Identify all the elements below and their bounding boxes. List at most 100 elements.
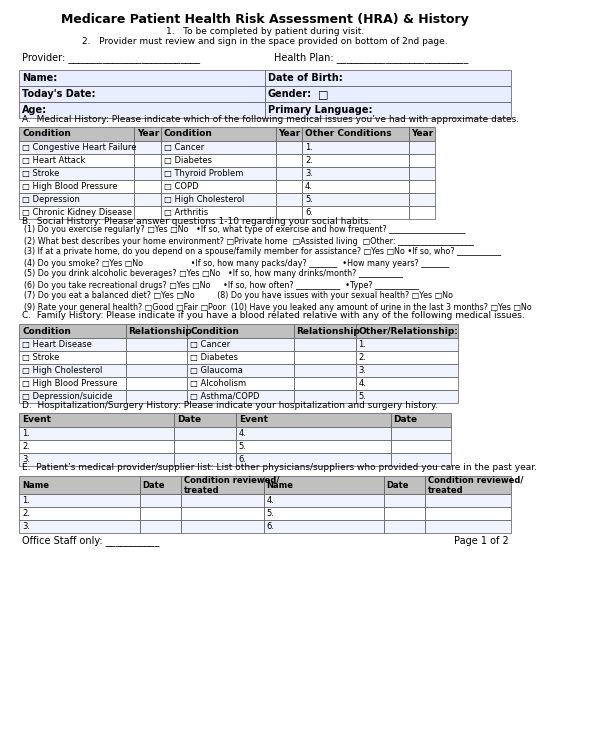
Text: □ Diabetes: □ Diabetes xyxy=(164,156,212,165)
Text: 4.: 4. xyxy=(239,429,247,438)
Text: Date of Birth:: Date of Birth: xyxy=(268,73,343,83)
Bar xyxy=(134,206,161,219)
Text: □ COPD: □ COPD xyxy=(164,182,198,191)
Bar xyxy=(187,390,293,403)
Bar xyxy=(187,377,293,390)
Text: Name: Name xyxy=(266,480,293,490)
Text: Page 1 of 2: Page 1 of 2 xyxy=(454,536,509,546)
Text: Health Plan: ___________________________: Health Plan: ___________________________ xyxy=(274,53,469,64)
Text: 3.: 3. xyxy=(305,169,313,178)
Bar xyxy=(19,413,174,427)
Text: B.  Social History: Please answer questions 1-10 regarding your social habits.: B. Social History: Please answer questio… xyxy=(22,217,371,226)
Text: □ Stroke: □ Stroke xyxy=(22,353,59,362)
Bar xyxy=(125,324,187,338)
Bar xyxy=(181,520,263,533)
Bar xyxy=(356,324,458,338)
Bar xyxy=(236,427,391,440)
Text: 6.: 6. xyxy=(266,522,274,531)
Text: Name: Name xyxy=(22,480,49,490)
Text: (6) Do you take recreational drugs? □Yes □No     •If so, how often? ___________ : (6) Do you take recreational drugs? □Yes… xyxy=(24,280,419,290)
Bar xyxy=(356,377,458,390)
Text: Relationship: Relationship xyxy=(128,326,192,336)
Text: Condition: Condition xyxy=(190,326,239,336)
Text: □ Depression: □ Depression xyxy=(22,195,80,204)
Bar xyxy=(356,364,458,377)
Bar xyxy=(19,390,125,403)
Bar xyxy=(409,167,435,180)
Bar xyxy=(425,494,511,507)
Bar xyxy=(187,324,293,338)
Bar xyxy=(19,351,125,364)
Bar xyxy=(19,193,134,206)
Bar xyxy=(134,167,161,180)
Bar xyxy=(125,364,187,377)
Text: 2.: 2. xyxy=(305,156,313,165)
Text: □ Heart Disease: □ Heart Disease xyxy=(22,340,92,349)
Text: □ Thyroid Problem: □ Thyroid Problem xyxy=(164,169,243,178)
Text: Primary Language:: Primary Language: xyxy=(268,105,373,115)
Bar xyxy=(391,453,451,466)
Bar xyxy=(125,351,187,364)
Bar xyxy=(134,141,161,154)
Bar xyxy=(276,127,302,141)
Bar xyxy=(19,453,174,466)
Text: (9) Rate your general health? □Good □Fair □Poor  (10) Have you leaked any amount: (9) Rate your general health? □Good □Fai… xyxy=(24,302,532,312)
Bar xyxy=(265,70,511,86)
Bar xyxy=(276,167,302,180)
Bar xyxy=(276,141,302,154)
Bar xyxy=(161,206,276,219)
Bar xyxy=(263,520,384,533)
Bar xyxy=(187,351,293,364)
Text: Year: Year xyxy=(278,129,301,139)
Bar xyxy=(425,476,511,494)
Bar xyxy=(161,154,276,167)
Text: Event: Event xyxy=(239,415,268,425)
Text: □ Arthritis: □ Arthritis xyxy=(164,208,208,217)
Bar xyxy=(384,520,425,533)
Text: (5) Do you drink alcoholic beverages? □Yes □No   •If so, how many drinks/month? : (5) Do you drink alcoholic beverages? □Y… xyxy=(24,269,403,279)
Text: (1) Do you exercise regularly? □Yes □No   •If so, what type of exercise and how : (1) Do you exercise regularly? □Yes □No … xyxy=(24,226,465,234)
Text: □: □ xyxy=(319,89,329,99)
Bar xyxy=(265,86,511,102)
Bar xyxy=(19,476,140,494)
Text: 1.: 1. xyxy=(22,429,30,438)
Bar xyxy=(276,180,302,193)
Bar xyxy=(187,364,293,377)
Bar xyxy=(161,180,276,193)
Bar xyxy=(276,206,302,219)
Text: 3.: 3. xyxy=(22,522,30,531)
Bar xyxy=(140,494,181,507)
Text: 1.   To be completed by patient during visit.: 1. To be completed by patient during vis… xyxy=(166,28,364,36)
Text: □ Glaucoma: □ Glaucoma xyxy=(190,366,243,375)
Text: 3.: 3. xyxy=(358,366,366,375)
Text: Provider: ___________________________: Provider: ___________________________ xyxy=(22,53,200,64)
Text: □ Chronic Kidney Disease: □ Chronic Kidney Disease xyxy=(22,208,132,217)
Bar xyxy=(19,206,134,219)
Bar xyxy=(19,427,174,440)
Text: Age:: Age: xyxy=(22,105,47,115)
Bar xyxy=(19,154,134,167)
Bar xyxy=(134,180,161,193)
Bar xyxy=(263,494,384,507)
Bar xyxy=(391,413,451,427)
Text: Today's Date:: Today's Date: xyxy=(22,89,95,99)
Text: □ Heart Attack: □ Heart Attack xyxy=(22,156,85,165)
Bar xyxy=(181,507,263,520)
Text: □ High Blood Pressure: □ High Blood Pressure xyxy=(22,379,118,388)
Text: Date: Date xyxy=(142,480,165,490)
Bar xyxy=(174,413,236,427)
Bar xyxy=(409,127,435,141)
Bar xyxy=(19,180,134,193)
Bar xyxy=(409,206,435,219)
Text: 4.: 4. xyxy=(358,379,366,388)
Text: Gender:: Gender: xyxy=(268,89,312,99)
Bar xyxy=(302,141,409,154)
Bar xyxy=(19,324,125,338)
Text: Relationship: Relationship xyxy=(296,326,360,336)
Bar xyxy=(125,390,187,403)
Bar xyxy=(19,167,134,180)
Bar xyxy=(174,453,236,466)
Text: (3) If at a private home, do you depend on a spouse/family member for assistance: (3) If at a private home, do you depend … xyxy=(24,247,501,256)
Bar xyxy=(384,494,425,507)
Text: (4) Do you smoke? □Yes □No                   •If so, how many packs/day? _______: (4) Do you smoke? □Yes □No •If so, how m… xyxy=(24,258,449,267)
